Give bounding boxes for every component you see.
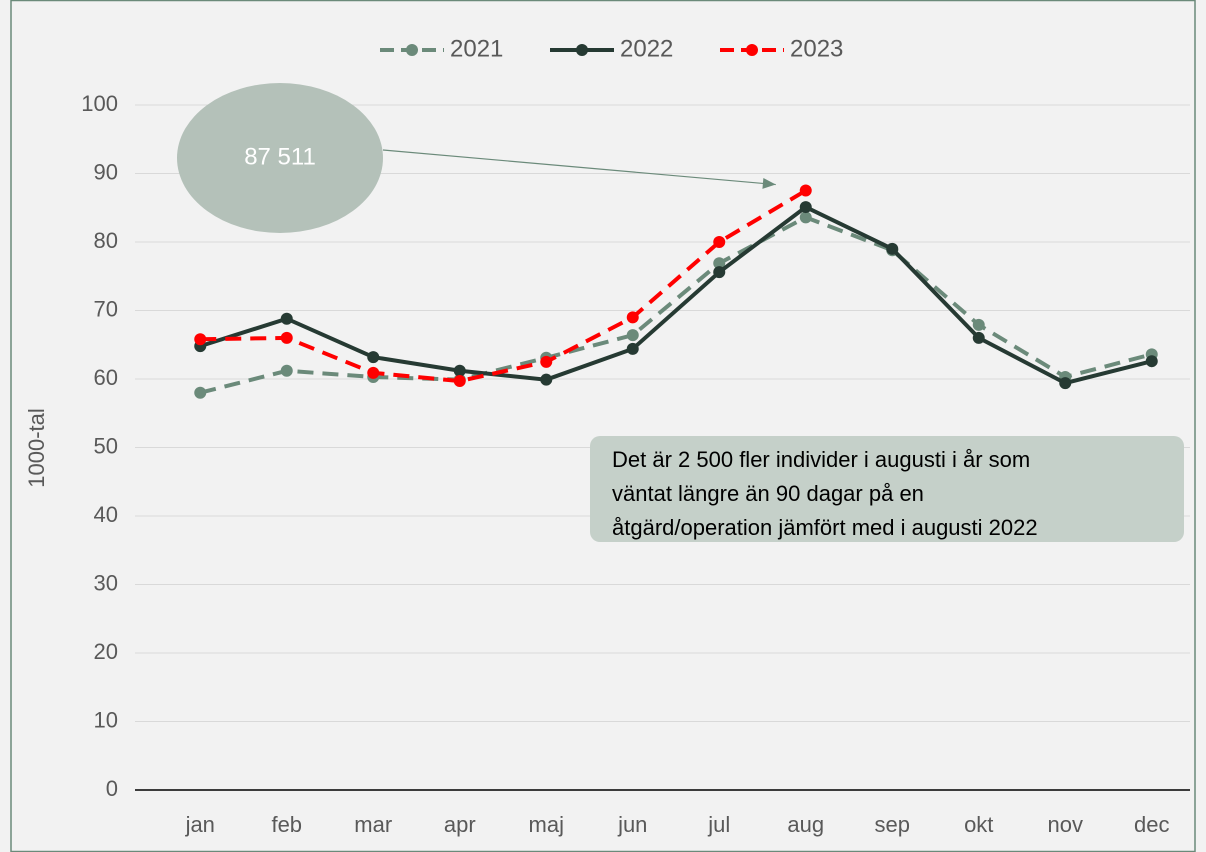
y-axis-label: 1000-tal	[24, 408, 49, 488]
y-tick-label: 70	[94, 296, 118, 321]
point	[280, 364, 293, 377]
point	[1059, 377, 1072, 390]
point	[626, 311, 639, 324]
y-tick-label: 40	[94, 502, 118, 527]
x-tick-label: maj	[529, 812, 564, 837]
x-tick-label: jan	[185, 812, 215, 837]
point	[194, 333, 207, 346]
series-line	[199, 204, 1153, 386]
point	[972, 331, 985, 344]
callout-label: 87 511	[244, 143, 316, 170]
x-tick-label: feb	[271, 812, 302, 837]
y-tick-label: 50	[94, 433, 118, 458]
point	[713, 257, 726, 270]
x-tick-label: jul	[707, 812, 730, 837]
point	[799, 201, 812, 214]
point	[540, 373, 553, 386]
point	[540, 355, 553, 368]
y-tick-label: 0	[106, 776, 118, 801]
point	[367, 366, 380, 379]
point	[886, 242, 899, 255]
point	[453, 364, 466, 377]
legend-marker	[746, 44, 758, 56]
y-tick-label: 60	[94, 365, 118, 390]
point	[367, 351, 380, 364]
point	[713, 266, 726, 279]
point	[453, 375, 466, 388]
x-tick-label: mar	[354, 812, 392, 837]
series-line	[199, 215, 1153, 395]
legend-marker	[406, 44, 418, 56]
x-tick-label: jun	[617, 812, 647, 837]
x-tick-label: aug	[787, 812, 824, 837]
legend-label: 2021	[450, 35, 503, 62]
annotation-text: Det är 2 500 fler individer i augusti i …	[612, 447, 1030, 472]
y-tick-label: 10	[94, 707, 118, 732]
point	[799, 184, 812, 197]
annotation-text: åtgärd/operation jämfört med i augusti 2…	[612, 515, 1038, 540]
legend-label: 2023	[790, 35, 843, 62]
point	[194, 386, 207, 399]
annotation-text: väntat längre än 90 dagar på en	[612, 481, 924, 506]
point	[1145, 355, 1158, 368]
point	[280, 312, 293, 325]
callout-arrowhead	[762, 177, 776, 189]
callout-bubble	[177, 83, 383, 233]
x-tick-label: nov	[1048, 812, 1083, 837]
annotation-box	[590, 436, 1184, 542]
x-tick-label: okt	[964, 812, 993, 837]
point	[713, 236, 726, 248]
point	[280, 331, 293, 344]
y-tick-label: 30	[94, 570, 118, 595]
x-tick-label: sep	[875, 812, 910, 837]
point	[799, 211, 812, 224]
y-tick-label: 20	[94, 639, 118, 664]
legend-label: 2022	[620, 35, 673, 62]
x-tick-label: dec	[1134, 812, 1169, 837]
point	[626, 342, 639, 355]
y-tick-label: 80	[94, 228, 118, 253]
y-tick-label: 90	[94, 159, 118, 184]
point	[626, 329, 639, 342]
y-tick-label: 100	[81, 91, 118, 116]
point	[972, 318, 985, 331]
legend-marker	[576, 44, 588, 56]
callout-arrow	[382, 149, 776, 186]
series-line	[200, 188, 807, 384]
x-tick-label: apr	[444, 812, 476, 837]
